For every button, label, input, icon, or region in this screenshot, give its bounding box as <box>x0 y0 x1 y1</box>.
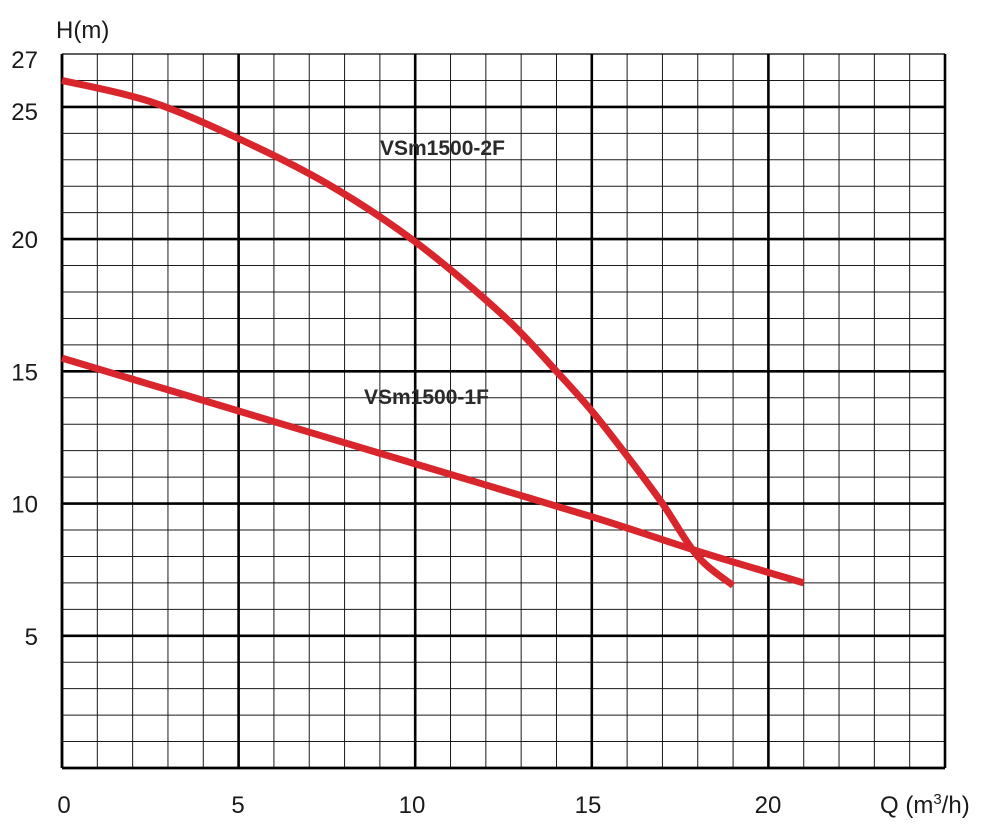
y-tick-label: 15 <box>11 359 38 386</box>
minor-grid <box>61 53 946 769</box>
y-tick-label: 5 <box>25 624 38 651</box>
x-axis-label-main: Q (m <box>880 792 933 819</box>
y-tick-label: 10 <box>11 492 38 519</box>
x-tick-label: 20 <box>755 792 782 819</box>
x-tick-label: 10 <box>399 792 426 819</box>
y-tick-label: 27 <box>11 47 38 74</box>
series-line-2f <box>61 77 736 589</box>
x-axis-label: Q (m3/h) <box>880 791 970 819</box>
series-label-2f: VSm1500-2F <box>380 137 505 160</box>
tick-labels: 0 5 10 15 20 27 25 20 15 10 5 <box>11 47 781 819</box>
performance-curves <box>60 77 805 589</box>
y-axis-label: H(m) <box>56 17 109 44</box>
x-tick-label: 5 <box>231 792 244 819</box>
series-label-1f: VSm1500-1F <box>364 386 489 409</box>
x-tick-label: 0 <box>57 792 70 819</box>
y-tick-label: 25 <box>11 99 38 126</box>
x-axis-label-superscript: 3 <box>933 791 941 808</box>
y-tick-label: 20 <box>11 227 38 254</box>
x-axis-label-tail: /h) <box>942 792 970 819</box>
series-line-1f <box>60 354 805 587</box>
x-tick-label: 15 <box>575 792 602 819</box>
major-grid <box>60 53 947 770</box>
